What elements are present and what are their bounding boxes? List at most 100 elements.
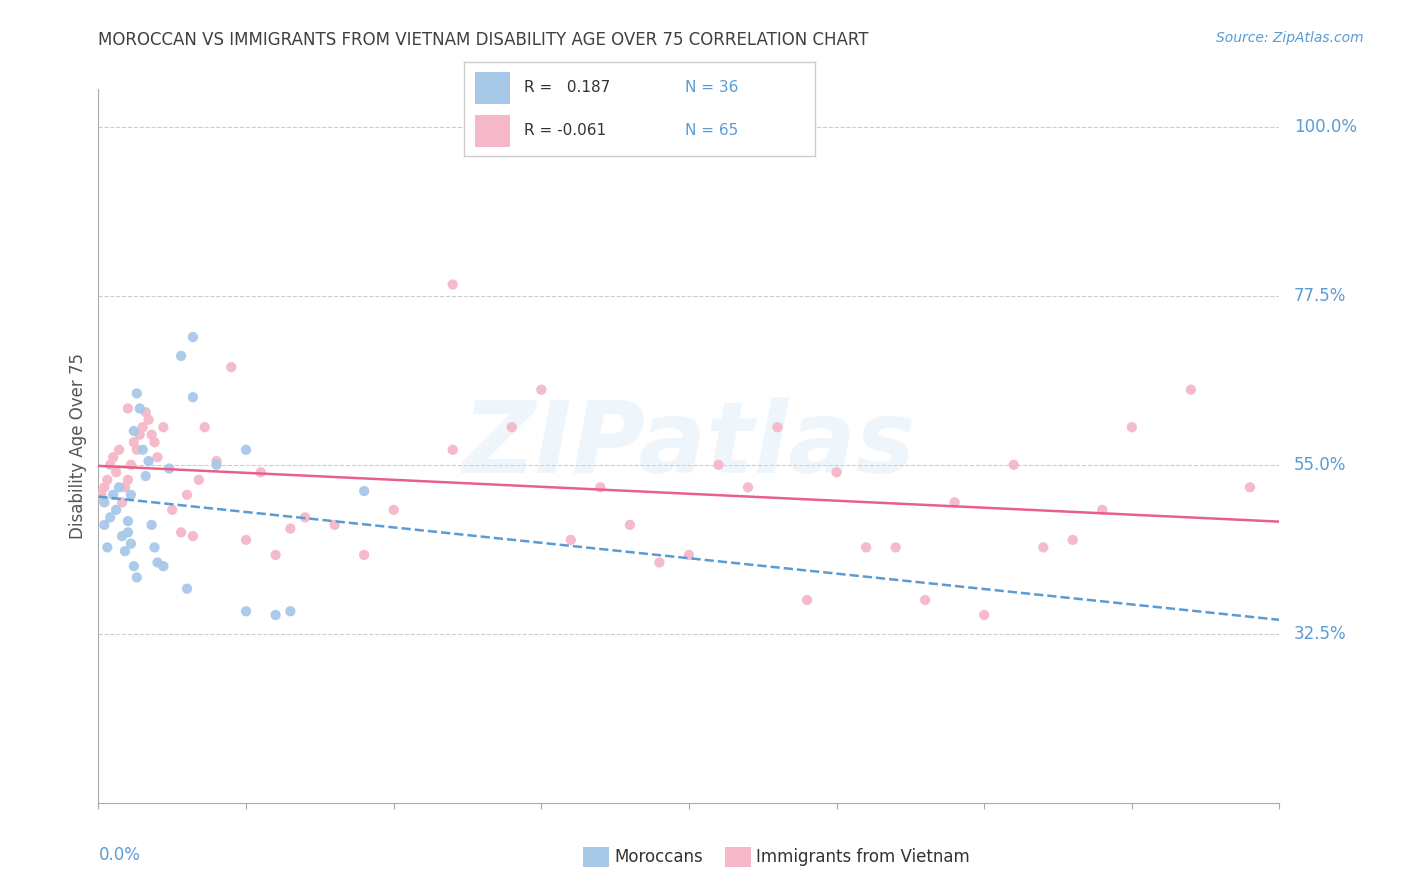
Point — [181, 390, 204, 404]
Point — [93, 495, 115, 509]
Point — [796, 593, 818, 607]
Point — [1002, 458, 1025, 472]
Point — [125, 570, 148, 584]
Text: R =   0.187: R = 0.187 — [524, 80, 610, 95]
Point — [120, 488, 142, 502]
Point — [855, 541, 877, 555]
Point — [943, 495, 966, 509]
Point — [143, 541, 166, 555]
Text: 0.0%: 0.0% — [98, 846, 141, 863]
Point — [122, 435, 145, 450]
Point — [648, 556, 671, 570]
Bar — [475, 115, 510, 147]
Point — [323, 517, 346, 532]
Point — [120, 536, 142, 550]
Point — [187, 473, 209, 487]
Point — [111, 529, 134, 543]
Point — [135, 469, 157, 483]
Text: R = -0.061: R = -0.061 — [524, 123, 606, 138]
Point — [114, 480, 136, 494]
Point — [235, 533, 257, 547]
Point — [125, 386, 148, 401]
Text: 55.0%: 55.0% — [1294, 456, 1346, 474]
Point — [441, 277, 464, 292]
Point — [1121, 420, 1143, 434]
Point — [264, 607, 287, 622]
Text: N = 36: N = 36 — [686, 80, 738, 95]
Point — [122, 559, 145, 574]
Point — [353, 484, 375, 499]
Text: N = 65: N = 65 — [686, 123, 738, 138]
Point — [219, 360, 242, 375]
Point — [120, 458, 142, 472]
Text: Moroccans: Moroccans — [614, 848, 703, 866]
Point — [108, 480, 131, 494]
Bar — [475, 72, 510, 103]
Text: MOROCCAN VS IMMIGRANTS FROM VIETNAM DISABILITY AGE OVER 75 CORRELATION CHART: MOROCCAN VS IMMIGRANTS FROM VIETNAM DISA… — [98, 31, 869, 49]
Point — [250, 465, 273, 479]
Point — [162, 503, 183, 517]
Point — [105, 465, 128, 479]
Point — [103, 488, 125, 502]
Point — [138, 413, 160, 427]
Point — [152, 420, 174, 434]
Text: ZIPatlas: ZIPatlas — [463, 398, 915, 494]
Point — [114, 544, 136, 558]
Text: 100.0%: 100.0% — [1294, 118, 1357, 136]
Point — [194, 420, 217, 434]
Text: Immigrants from Vietnam: Immigrants from Vietnam — [756, 848, 970, 866]
Text: 32.5%: 32.5% — [1294, 624, 1347, 643]
Point — [128, 401, 150, 416]
Point — [825, 465, 848, 479]
Point — [152, 559, 174, 574]
Point — [264, 548, 287, 562]
Text: 77.5%: 77.5% — [1294, 286, 1346, 305]
Point — [678, 548, 700, 562]
Point — [589, 480, 612, 494]
Point — [146, 450, 169, 465]
Point — [96, 541, 118, 555]
Point — [766, 420, 789, 434]
Point — [1032, 541, 1054, 555]
Point — [294, 510, 316, 524]
Point — [707, 458, 730, 472]
Point — [382, 503, 405, 517]
Point — [884, 541, 907, 555]
Point — [141, 427, 163, 442]
Point — [737, 480, 759, 494]
Point — [122, 424, 145, 438]
Point — [235, 604, 257, 618]
Point — [176, 488, 198, 502]
Point — [128, 427, 150, 442]
Point — [135, 405, 157, 419]
Point — [141, 517, 163, 532]
Point — [441, 442, 464, 457]
Point — [117, 514, 139, 528]
Point — [1239, 480, 1261, 494]
Point — [181, 529, 204, 543]
Point — [619, 517, 641, 532]
Point — [560, 533, 582, 547]
Point — [1062, 533, 1084, 547]
Point — [103, 450, 125, 465]
Point — [96, 473, 118, 487]
Point — [98, 510, 121, 524]
Point — [157, 461, 180, 475]
Point — [530, 383, 553, 397]
Point — [146, 556, 169, 570]
Point — [117, 401, 139, 416]
Point — [138, 454, 160, 468]
Point — [973, 607, 995, 622]
Point — [108, 442, 131, 457]
Point — [501, 420, 523, 434]
Point — [181, 330, 204, 344]
Point — [235, 442, 257, 457]
Point — [105, 503, 128, 517]
Point — [132, 442, 155, 457]
Point — [1091, 503, 1114, 517]
Point — [176, 582, 198, 596]
Point — [117, 473, 139, 487]
Point — [111, 495, 134, 509]
Point — [205, 458, 228, 472]
Y-axis label: Disability Age Over 75: Disability Age Over 75 — [69, 353, 87, 539]
